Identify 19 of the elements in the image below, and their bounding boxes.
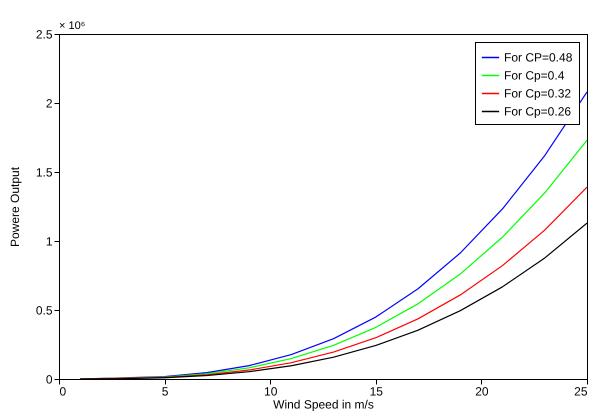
x-tick-label: 15 bbox=[370, 384, 384, 398]
y-tick-label: 2.5 bbox=[36, 28, 53, 42]
x-tick-label: 5 bbox=[162, 384, 169, 398]
y-tick-label: 1 bbox=[46, 234, 53, 248]
y-tick-label: 2 bbox=[46, 96, 53, 110]
x-tick-label: 25 bbox=[574, 384, 588, 398]
y-axis-title: Powere Output bbox=[8, 166, 22, 248]
x-tick-label: 10 bbox=[264, 384, 278, 398]
legend-label: For Cp=0.4 bbox=[504, 68, 565, 82]
text: × 10⁶ bbox=[59, 20, 86, 32]
legend-label: For CP=0.48 bbox=[504, 50, 573, 64]
x-tick-label: 0 bbox=[60, 384, 66, 398]
legend-label: For Cp=0.26 bbox=[504, 104, 572, 118]
y-tick-label: 0.5 bbox=[36, 304, 53, 318]
y-tick-label: 1.5 bbox=[36, 166, 53, 180]
x-axis-title: Wind Speed in m/s bbox=[273, 398, 374, 412]
legend-label: For Cp=0.32 bbox=[504, 86, 572, 100]
x-tick-label: 20 bbox=[475, 384, 489, 398]
y-tick-label: 0 bbox=[46, 372, 53, 386]
